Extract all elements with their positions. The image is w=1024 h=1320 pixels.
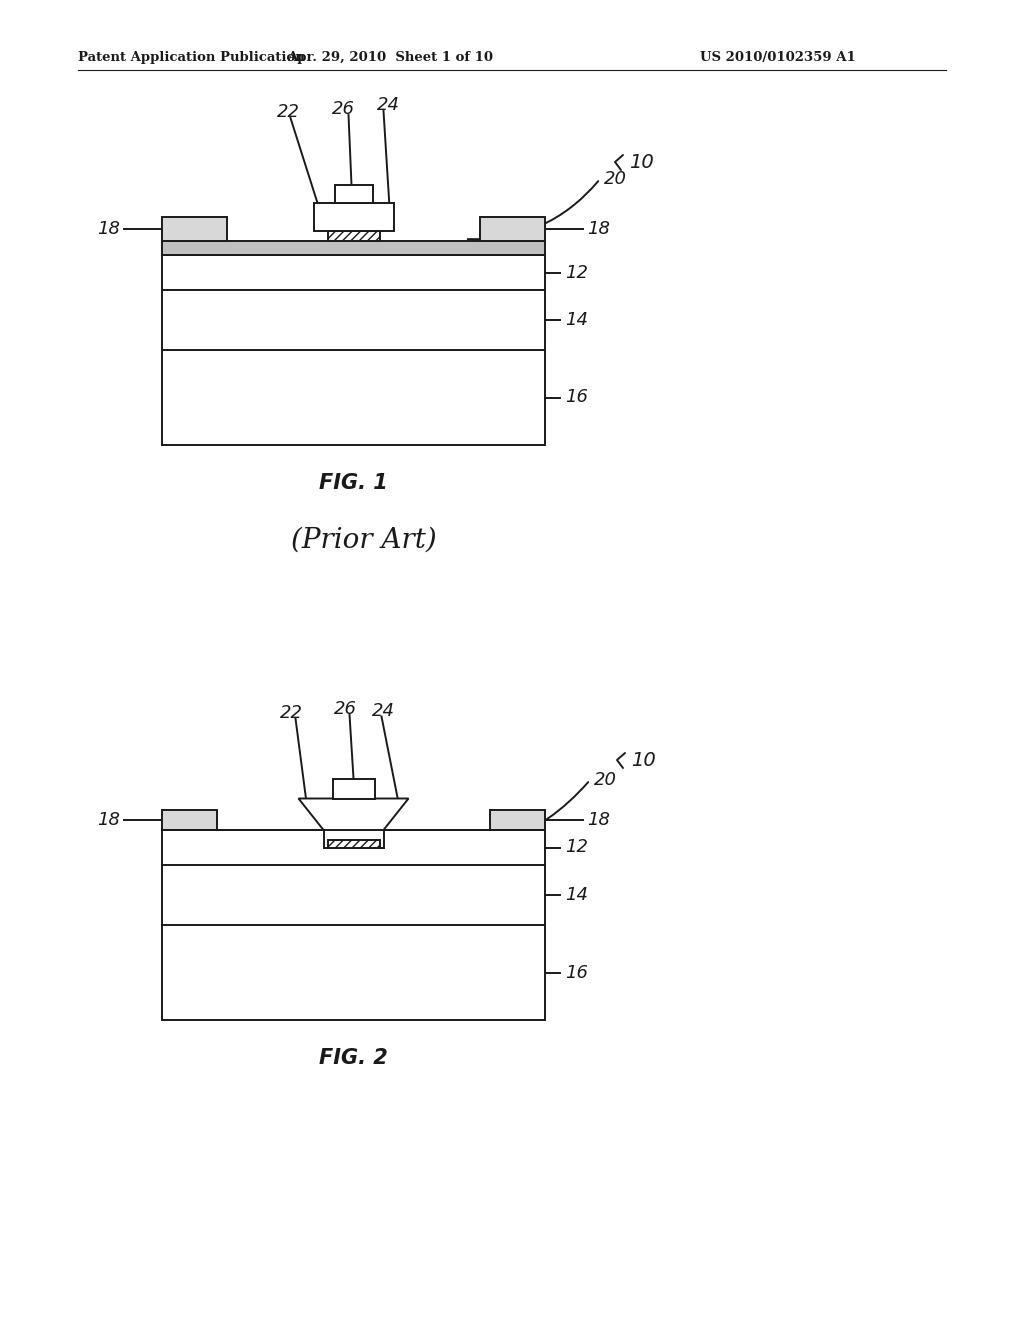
Text: 24: 24	[372, 701, 395, 719]
Text: FIG. 1: FIG. 1	[319, 473, 388, 492]
Text: 24: 24	[377, 96, 400, 114]
Bar	[480, 216, 545, 242]
Bar	[162, 216, 227, 242]
Bar	[328, 231, 380, 242]
Text: 18: 18	[97, 220, 120, 238]
Text: (Prior Art): (Prior Art)	[291, 527, 436, 553]
Text: 20: 20	[604, 170, 627, 187]
Text: 14: 14	[565, 886, 588, 904]
Text: FIG. 2: FIG. 2	[319, 1048, 388, 1068]
Text: 14: 14	[565, 312, 588, 329]
Text: 22: 22	[278, 103, 300, 121]
Bar	[162, 242, 545, 255]
Text: 18: 18	[97, 810, 120, 829]
Bar	[328, 840, 380, 847]
Text: Patent Application Publication: Patent Application Publication	[78, 50, 305, 63]
Bar	[313, 203, 393, 231]
Text: 18: 18	[587, 810, 610, 829]
Bar	[335, 185, 373, 203]
Text: 26: 26	[332, 100, 355, 117]
Bar	[162, 830, 545, 1020]
Bar	[333, 779, 375, 799]
FancyArrowPatch shape	[468, 181, 598, 239]
Text: 12: 12	[565, 838, 588, 857]
Text: 16: 16	[565, 388, 588, 407]
Text: 12: 12	[565, 264, 588, 281]
Text: 10: 10	[631, 751, 655, 770]
Bar	[162, 255, 545, 445]
Text: 26: 26	[334, 700, 357, 718]
Text: 22: 22	[280, 704, 303, 722]
Bar	[162, 810, 217, 830]
FancyArrowPatch shape	[401, 781, 588, 850]
Text: US 2010/0102359 A1: US 2010/0102359 A1	[700, 50, 856, 63]
Bar	[490, 810, 545, 830]
Text: Apr. 29, 2010  Sheet 1 of 10: Apr. 29, 2010 Sheet 1 of 10	[287, 50, 493, 63]
Polygon shape	[299, 799, 409, 830]
Text: 10: 10	[629, 153, 653, 172]
Text: 20: 20	[594, 771, 617, 789]
Bar	[324, 830, 384, 847]
Text: 18: 18	[587, 220, 610, 238]
Text: 16: 16	[565, 964, 588, 982]
